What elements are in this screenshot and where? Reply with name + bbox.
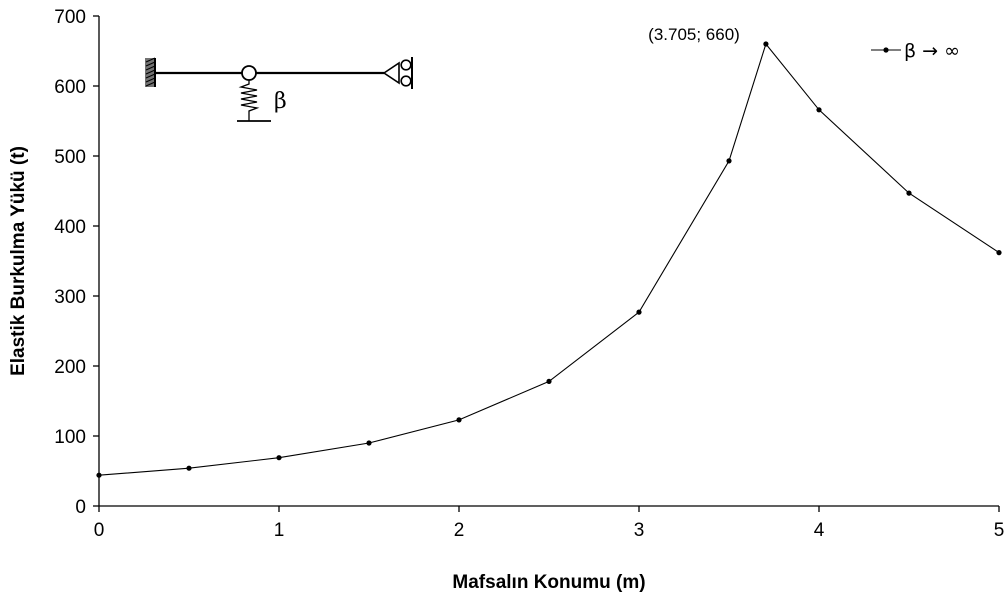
fixed-support-icon bbox=[145, 57, 156, 87]
data-point bbox=[816, 107, 822, 113]
y-tick-label: 300 bbox=[54, 287, 86, 308]
data-point bbox=[726, 158, 732, 164]
y-tick-label: 600 bbox=[54, 77, 86, 98]
data-point bbox=[546, 378, 552, 384]
legend-point-marker bbox=[883, 47, 889, 53]
x-tick-label: 4 bbox=[814, 520, 825, 541]
series-line bbox=[98, 42, 1000, 476]
series-layer bbox=[96, 41, 1002, 478]
y-axis-title: Elastik Burkulma Yükü (t) bbox=[8, 146, 29, 376]
x-tick-label: 5 bbox=[994, 520, 1005, 541]
beam-support-diagram: β bbox=[145, 57, 413, 122]
roller-support-icon bbox=[382, 57, 413, 89]
data-point bbox=[186, 465, 192, 471]
data-point bbox=[96, 472, 102, 478]
y-ticks: 0 100 200 300 400 500 600 700 bbox=[54, 7, 99, 518]
axes bbox=[98, 16, 999, 507]
x-tick-label: 1 bbox=[274, 520, 285, 541]
data-point bbox=[996, 250, 1002, 256]
y-tick-label: 500 bbox=[54, 147, 86, 168]
y-tick-label: 100 bbox=[54, 427, 86, 448]
spring-stiffness-label: β bbox=[274, 89, 287, 114]
data-point bbox=[276, 455, 282, 461]
x-ticks: 0 1 2 3 4 5 bbox=[94, 506, 1005, 541]
legend: β → ∞ bbox=[871, 40, 960, 62]
legend-label: β → ∞ bbox=[904, 40, 960, 62]
y-tick-label: 400 bbox=[54, 217, 86, 238]
data-point bbox=[456, 417, 462, 423]
hinge-icon bbox=[241, 65, 257, 81]
y-tick-label: 700 bbox=[54, 7, 86, 28]
peak-annotation: (3.705; 660) bbox=[648, 25, 740, 44]
y-tick-label: 200 bbox=[54, 357, 86, 378]
x-tick-label: 3 bbox=[634, 520, 645, 541]
data-point bbox=[366, 440, 372, 446]
data-point bbox=[906, 190, 912, 196]
y-tick-label: 0 bbox=[75, 497, 86, 518]
x-tick-label: 2 bbox=[454, 520, 465, 541]
data-point bbox=[763, 41, 769, 47]
spring-icon bbox=[238, 80, 260, 121]
x-tick-label: 0 bbox=[94, 520, 105, 541]
x-axis-title: Mafsalın Konumu (m) bbox=[452, 572, 645, 593]
data-point bbox=[636, 309, 642, 315]
